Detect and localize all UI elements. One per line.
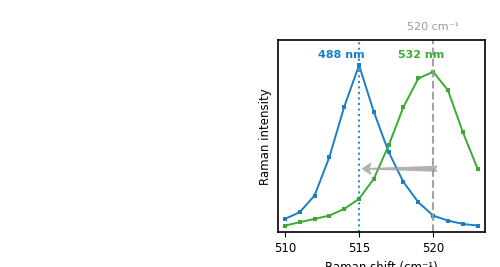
Text: 520 cm⁻¹: 520 cm⁻¹ <box>407 22 459 32</box>
Text: 532 nm: 532 nm <box>398 50 444 60</box>
Y-axis label: Raman intensity: Raman intensity <box>259 88 272 184</box>
Text: 488 nm: 488 nm <box>318 50 364 60</box>
X-axis label: Raman shift (cm⁻¹): Raman shift (cm⁻¹) <box>325 261 438 267</box>
